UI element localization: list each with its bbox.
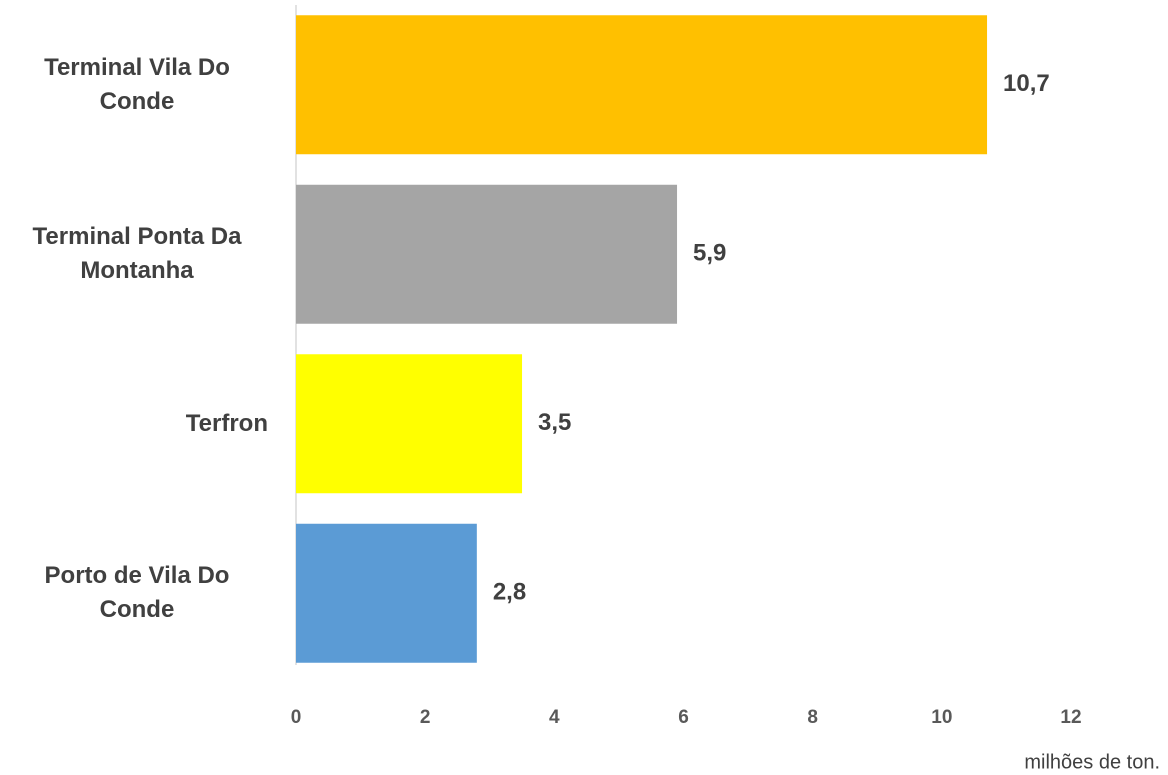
x-tick-label: 12 [1060,707,1081,728]
value-label: 2,8 [493,579,526,606]
x-axis-label: milhões de ton. [1024,751,1160,773]
category-label: Terfron [0,407,268,441]
category-label: Porto de Vila Do Conde [0,559,268,627]
x-tick-label: 8 [807,707,818,728]
category-label-text: Terfron [185,409,268,437]
bar [296,523,477,663]
category-label-text: Terminal Ponta Da Montanha [32,223,242,285]
value-label: 5,9 [693,240,726,267]
category-label-text: Porto de Vila Do Conde [44,562,230,624]
value-label: 3,5 [538,409,571,436]
value-label: 10,7 [1003,70,1050,97]
x-tick-label: 6 [678,707,689,728]
bar [296,15,988,155]
bar [296,354,523,494]
category-label: Terminal Vila Do Conde [0,51,268,119]
x-tick-label: 2 [420,707,431,728]
x-tick-label: 10 [931,707,952,728]
x-tick-label: 4 [549,707,560,728]
bar [296,184,678,324]
category-label-text: Terminal Vila Do Conde [44,53,230,115]
category-label: Terminal Ponta Da Montanha [0,220,268,288]
x-tick-label: 0 [291,707,302,728]
